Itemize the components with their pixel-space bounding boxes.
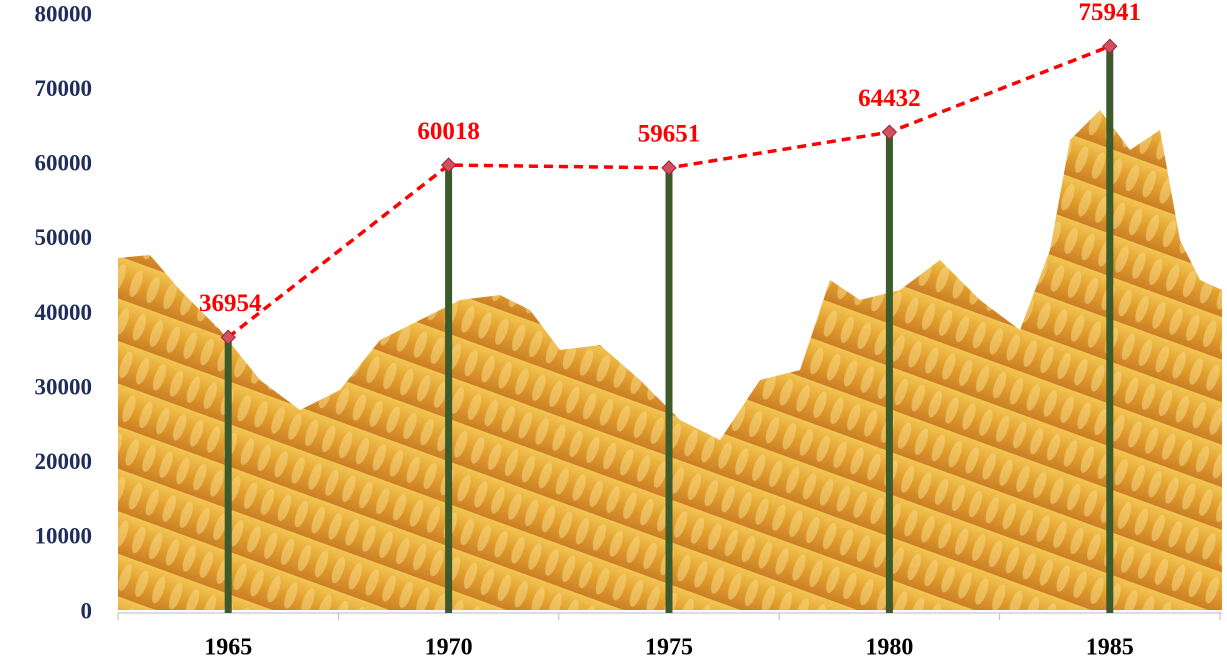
x-tick-label: 1985	[1086, 635, 1134, 661]
marker	[882, 125, 896, 139]
x-tick-label: 1980	[865, 635, 913, 661]
data-label: 64432	[858, 85, 921, 112]
y-tick-label: 0	[81, 598, 93, 623]
y-tick-label: 50000	[35, 225, 93, 250]
chart: 0 10000 20000 30000 40000 50000 60000 70000 8000…	[0, 0, 1227, 668]
marker	[1103, 39, 1117, 53]
y-tick-label: 40000	[35, 300, 93, 325]
y-tick-label: 20000	[35, 449, 93, 474]
x-tick-label: 1965	[204, 635, 252, 661]
y-tick-label: 70000	[35, 76, 93, 101]
data-label: 36954	[199, 290, 262, 317]
data-label: 75941	[1079, 0, 1142, 26]
y-tick-label: 60000	[35, 151, 93, 176]
x-tick-label: 1975	[645, 635, 693, 661]
x-tick-label: 1970	[425, 635, 473, 661]
y-tick-label: 30000	[35, 374, 93, 399]
y-tick-label: 80000	[35, 1, 93, 26]
data-label: 60018	[417, 118, 480, 145]
y-tick-label: 10000	[35, 524, 93, 549]
data-label: 59651	[638, 121, 701, 148]
marker	[662, 161, 676, 175]
